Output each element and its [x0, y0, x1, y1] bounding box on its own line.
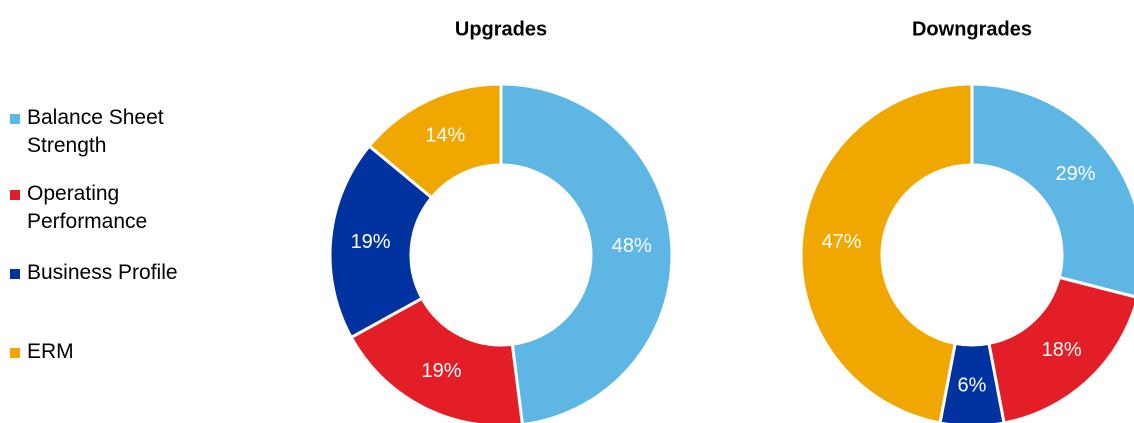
legend-label: Operating Performance — [27, 182, 148, 233]
donut-slice — [987, 275, 1134, 423]
donut-slice — [499, 82, 674, 423]
data-label: 47% — [822, 231, 862, 253]
legend-swatch — [10, 348, 20, 358]
data-label: 19% — [422, 360, 462, 382]
data-label: 14% — [425, 125, 465, 147]
chart-title: Downgrades — [912, 18, 1032, 40]
data-label: 18% — [1042, 339, 1082, 361]
legend-label: Business Profile — [27, 261, 178, 284]
data-label: 29% — [1055, 163, 1095, 185]
legend-label: ERM — [27, 340, 74, 363]
donut-slice — [799, 82, 974, 423]
legend-swatch — [10, 269, 20, 279]
donut-slice — [970, 82, 1134, 299]
legend: Balance Sheet Strength Operating Performa… — [0, 0, 230, 423]
chart-title: Upgrades — [455, 18, 547, 40]
data-label: 48% — [612, 235, 652, 257]
legend-swatch — [10, 190, 20, 200]
donut-slice — [349, 296, 524, 423]
legend-swatch — [10, 114, 20, 124]
donut-slice — [328, 143, 434, 340]
data-label: 6% — [958, 374, 987, 396]
donut-slice — [367, 82, 503, 200]
legend-label: Balance Sheet Strength — [27, 106, 164, 157]
data-label: 19% — [351, 231, 391, 253]
